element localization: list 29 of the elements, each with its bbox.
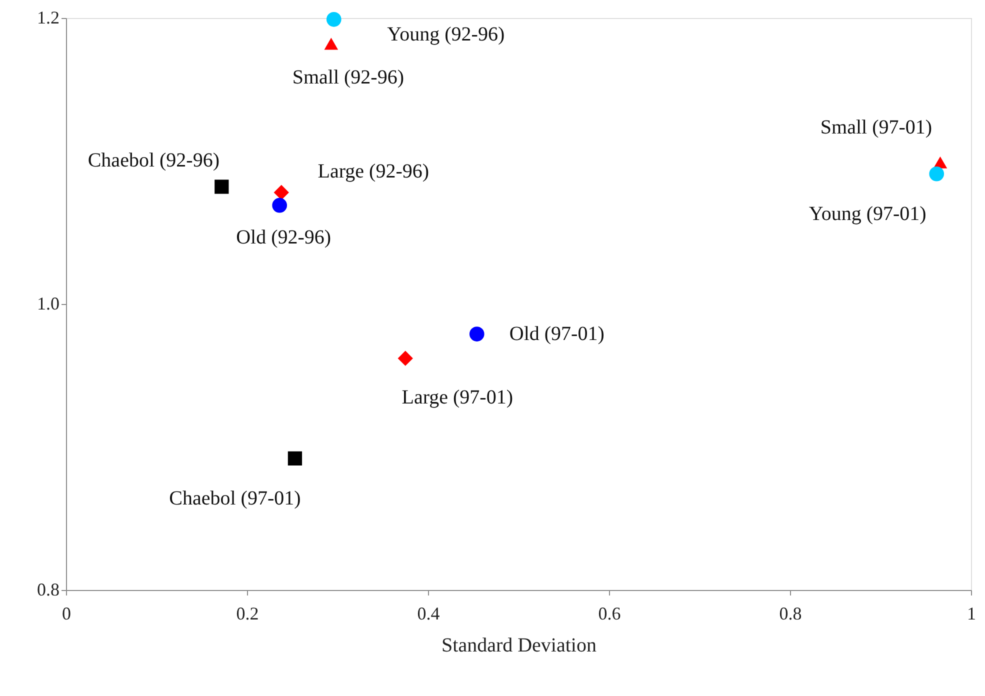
point bbox=[469, 326, 484, 342]
x-tick-label: 0.8 bbox=[779, 604, 802, 624]
annotation: Old (97-01) bbox=[509, 323, 604, 346]
x-axis-title: Standard Deviation bbox=[442, 634, 596, 656]
point bbox=[326, 12, 342, 27]
x-tick-label: 0.6 bbox=[598, 604, 621, 624]
y-tick-label: 1.0 bbox=[37, 294, 60, 314]
x-tick-label: 0.4 bbox=[417, 604, 440, 624]
x-tick-label: 1 bbox=[967, 604, 976, 624]
y-tick-label: 1.2 bbox=[37, 8, 60, 28]
annotation: Old (92-96) bbox=[236, 226, 332, 248]
annotation: Young (97-01) bbox=[808, 202, 926, 225]
annotation: Small (97-01) bbox=[820, 116, 932, 138]
annotation: Chaebol (92-96) bbox=[88, 150, 220, 172]
point bbox=[288, 451, 302, 466]
annotation: Large (92-96) bbox=[318, 160, 430, 182]
point bbox=[398, 350, 413, 366]
point bbox=[214, 180, 229, 194]
annotation: Chaebol (97-01) bbox=[169, 487, 301, 510]
point bbox=[272, 198, 287, 213]
point bbox=[929, 166, 944, 182]
y-tick-label: 0.8 bbox=[37, 580, 60, 600]
annotation: Young (92-96) bbox=[387, 23, 505, 46]
annotation: Large (97-01) bbox=[402, 386, 513, 408]
x-tick-label: 0.2 bbox=[236, 604, 259, 624]
point bbox=[274, 184, 289, 200]
x-tick-label: 0 bbox=[62, 604, 71, 624]
point bbox=[324, 38, 338, 50]
annotation: Small (92-96) bbox=[292, 66, 404, 89]
